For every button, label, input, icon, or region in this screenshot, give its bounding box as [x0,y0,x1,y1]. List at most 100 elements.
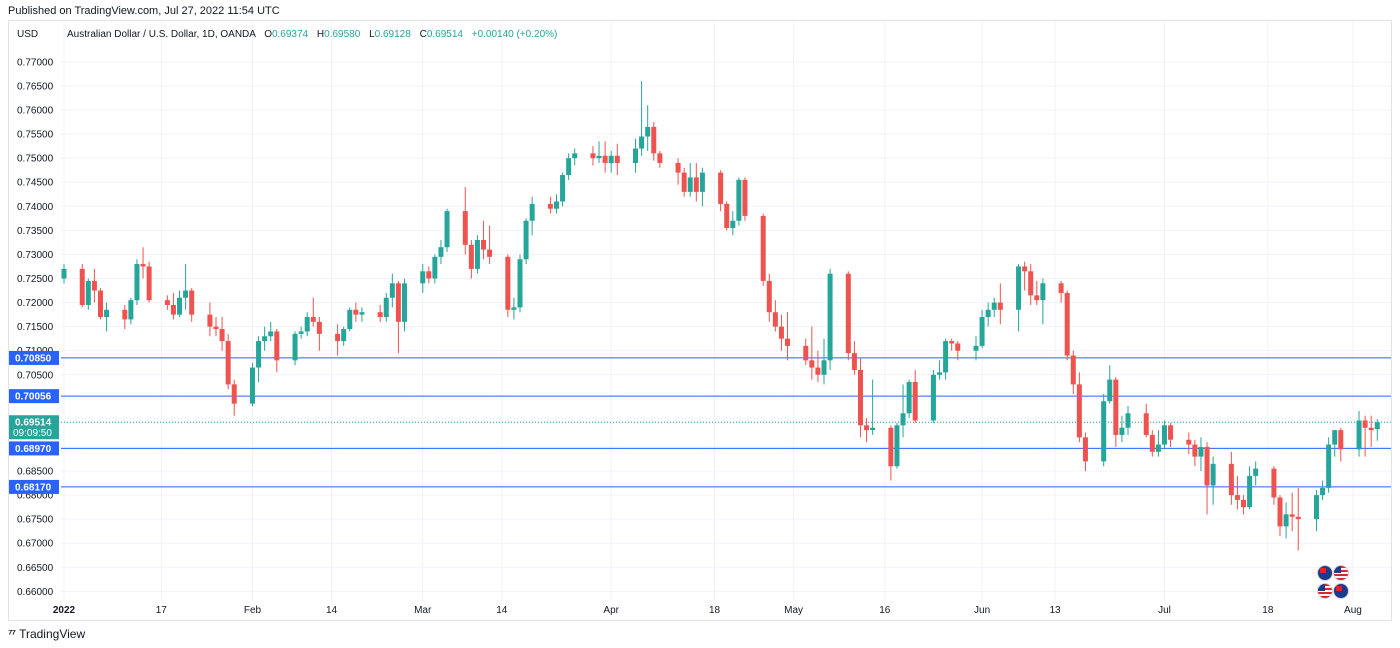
candle-body [1374,422,1380,430]
candle [979,309,985,349]
y-tick-label: 0.71500 [17,322,54,333]
candle [991,297,997,318]
candle [316,317,322,351]
candle-body [772,312,778,327]
candle [1028,264,1034,305]
candle-body [1271,468,1277,498]
candle [614,143,620,176]
candle-body [888,427,894,467]
candle-body [1283,514,1289,527]
candle [657,150,663,168]
candle-body [560,175,566,202]
candle-body [864,425,870,431]
candle-body [353,309,359,315]
price-level-label-bg [9,479,59,494]
candle-body [785,338,791,346]
y-tick-label: 0.74500 [17,178,54,189]
candle-body [1028,271,1034,296]
candle [1374,419,1380,441]
candle-body [1198,446,1204,457]
candle [985,302,991,327]
candle-body [104,309,110,318]
candle-body [1289,514,1295,517]
candle-body [851,353,857,370]
candle [335,324,341,356]
candle [997,283,1003,325]
x-tick-label: 14 [326,605,338,616]
candle-body [602,155,608,163]
candle [85,278,91,310]
australia-flag-icon[interactable] [1317,565,1333,581]
x-tick-label: 14 [496,605,508,616]
chart-frame[interactable]: 0.66000 0.66500 0.67000 0.67500 0.68000 0.685… [8,20,1392,621]
candle-body [894,425,900,467]
candlestick-chart[interactable]: 0.66000 0.66500 0.67000 0.67500 0.68000 0.685… [9,21,1391,620]
candle [462,187,468,255]
candle [1040,278,1046,325]
symbol-legend: Australian Dollar / U.S. Dollar, 1D, OAN… [67,29,557,40]
ohlc-change: +0.00140 (+0.20%) [472,29,558,40]
candle-body [1186,439,1192,445]
price-level-label: 0.68970 [15,444,52,455]
candle [146,261,152,303]
candle [274,329,280,373]
candle-body [1016,266,1022,310]
candle-body [474,240,480,269]
us-flag-icon[interactable] [1317,583,1333,599]
candle-body [1101,401,1107,462]
candle-body [256,341,262,368]
y-tick-label: 0.77000 [17,57,54,68]
candle-body [736,179,742,221]
candle [134,259,140,305]
ohlc-low: 0.69128 [375,29,412,40]
candle-body [304,317,310,332]
candle [225,333,231,390]
candle-body [140,264,146,267]
candle [164,295,170,310]
candle [845,271,851,361]
candle [949,338,955,351]
candle-body [1210,463,1216,486]
candle-body [809,360,815,368]
candle-body [1368,427,1374,431]
horizontal-levels [61,357,1391,488]
candle [1204,442,1210,515]
ohlc-open: 0.69374 [272,29,309,40]
candle [177,290,183,318]
price-level-label-bg [9,389,59,404]
candle [140,247,146,279]
candle-body [1313,495,1319,520]
candle-body [639,136,645,149]
candle [523,218,529,265]
candle [213,317,219,337]
candle-body [937,372,943,375]
candle-body [730,220,736,228]
y-tick-label: 0.76000 [17,106,54,117]
candle [1070,350,1076,395]
us-flag-icon[interactable] [1333,565,1349,581]
candle [937,360,943,380]
candle-body [645,126,651,137]
x-tick-label: 18 [709,605,721,616]
candle-body [1022,266,1028,272]
candle-body [742,179,748,216]
candle-body [420,271,426,284]
event-flags[interactable] [1315,565,1355,605]
candle-body [1064,292,1070,356]
candle [505,254,511,318]
candle-body [177,297,183,315]
australia-flag-icon[interactable] [1333,583,1349,599]
candle [1241,495,1247,515]
footer-branding[interactable]: ⁷⁷ TradingView [8,627,85,641]
candle [1295,487,1301,551]
candle-body [189,290,195,315]
candle [815,350,821,382]
candle-body [359,312,365,315]
candle [785,312,791,361]
candle-body [438,247,444,257]
candle-body [566,158,572,176]
candle [231,379,237,416]
candle [249,362,255,407]
candle [1326,437,1332,493]
candle [183,264,189,310]
